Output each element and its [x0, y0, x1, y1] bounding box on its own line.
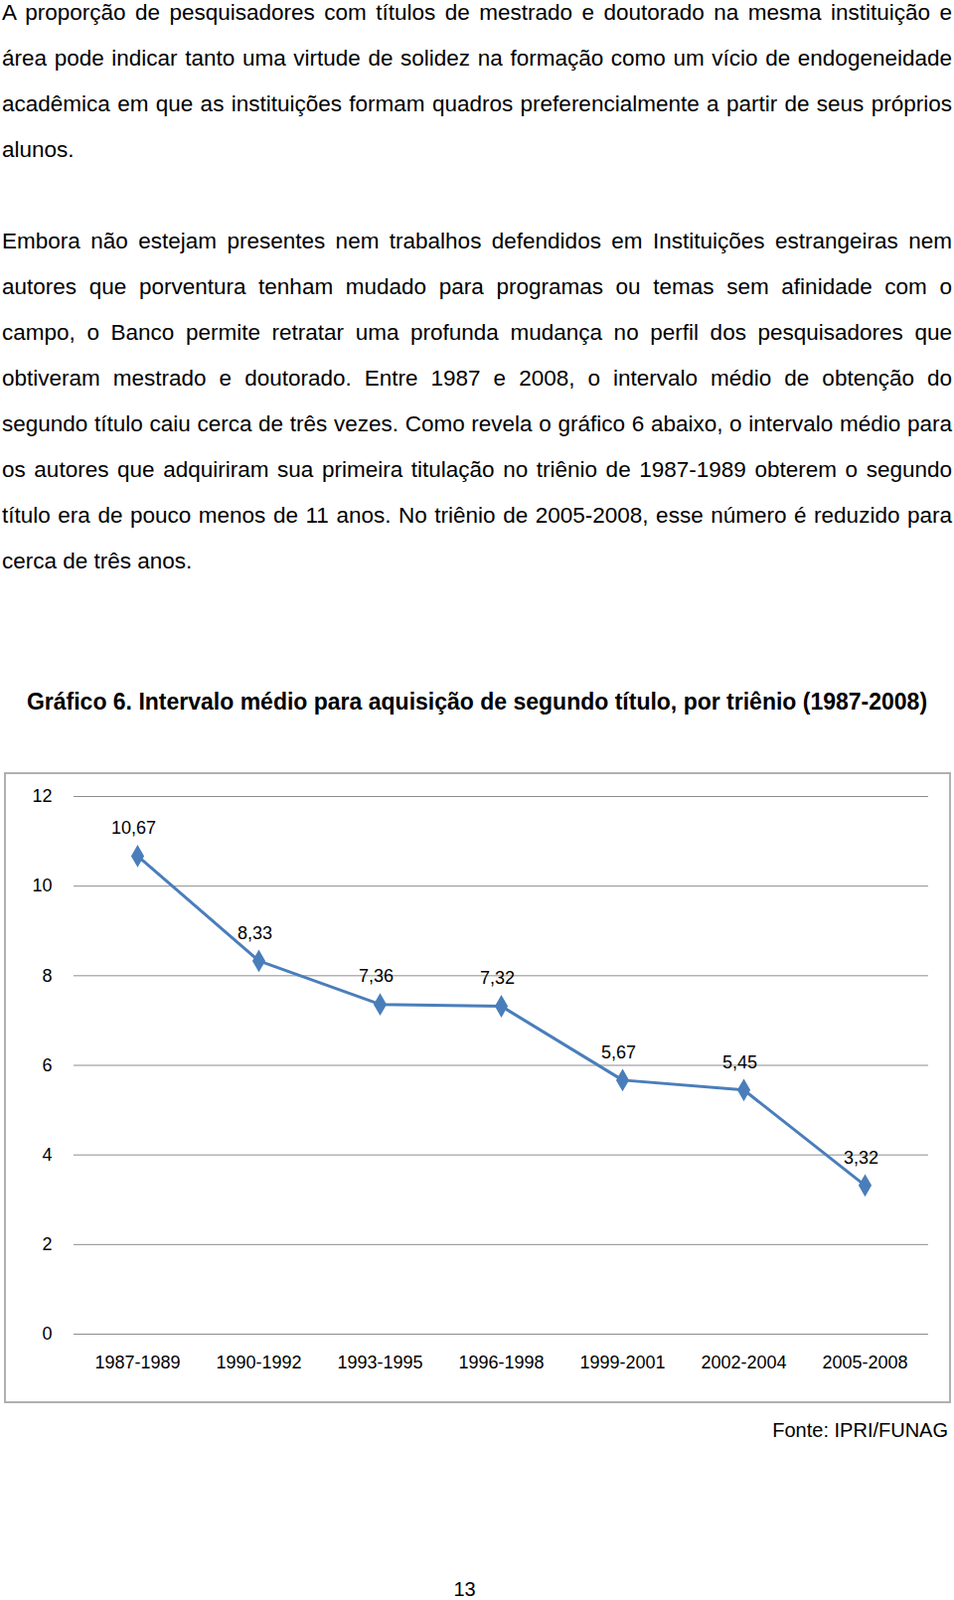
- svg-text:3,32: 3,32: [843, 1147, 879, 1168]
- svg-text:2: 2: [41, 1234, 52, 1255]
- svg-text:1996-1998: 1996-1998: [458, 1352, 544, 1373]
- svg-text:1993-1995: 1993-1995: [336, 1352, 423, 1373]
- svg-text:7,32: 7,32: [479, 967, 515, 988]
- svg-text:10: 10: [31, 875, 52, 896]
- svg-text:8: 8: [41, 965, 52, 986]
- svg-text:1999-2001: 1999-2001: [579, 1352, 665, 1373]
- svg-text:10,67: 10,67: [111, 817, 157, 838]
- svg-text:0: 0: [41, 1323, 52, 1344]
- html-text:Embora não estejam presentes n: Embora não estejam presentes nem trabalh…: [1, 228, 953, 574]
- html-text:13: 13: [453, 1578, 476, 1600]
- svg-text:12: 12: [31, 786, 52, 806]
- svg-text:2002-2004: 2002-2004: [700, 1352, 787, 1373]
- svg-text:5,45: 5,45: [722, 1052, 758, 1073]
- html-text:A proporção de pesquisadores c: A proporção de pesquisadores com títulos…: [1, 0, 953, 162]
- svg-text:4: 4: [41, 1144, 52, 1165]
- svg-text:6: 6: [41, 1055, 52, 1076]
- svg-text:8,33: 8,33: [237, 923, 273, 944]
- svg-text:7,36: 7,36: [358, 965, 394, 986]
- svg-text:5,67: 5,67: [601, 1042, 636, 1063]
- html-text:Fonte: IPRI/FUNAG: Fonte: IPRI/FUNAG: [772, 1419, 949, 1441]
- svg-text:1987-1989: 1987-1989: [94, 1352, 180, 1373]
- html-text:Gráfico 6. Intervalo médio par: Gráfico 6. Intervalo médio para aquisiçã…: [26, 688, 928, 715]
- svg-text:1990-1992: 1990-1992: [215, 1352, 302, 1373]
- svg-text:2005-2008: 2005-2008: [821, 1352, 908, 1373]
